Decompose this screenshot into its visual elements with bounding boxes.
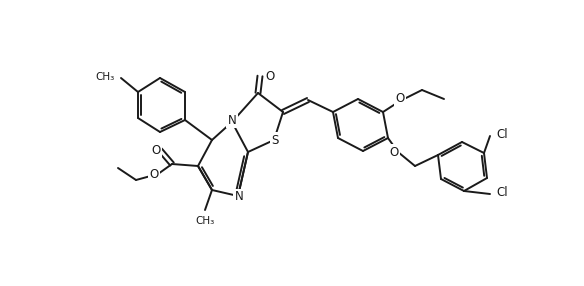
Text: O: O: [265, 69, 274, 82]
Text: O: O: [395, 92, 405, 104]
Text: CH₃: CH₃: [196, 216, 215, 226]
Text: N: N: [228, 114, 237, 126]
Text: O: O: [390, 146, 399, 158]
Text: N: N: [235, 190, 244, 204]
Text: O: O: [151, 144, 161, 156]
Text: Cl: Cl: [496, 128, 507, 142]
Text: O: O: [150, 168, 159, 180]
Text: Cl: Cl: [496, 186, 507, 200]
Text: CH₃: CH₃: [96, 72, 115, 82]
Text: S: S: [272, 134, 279, 146]
